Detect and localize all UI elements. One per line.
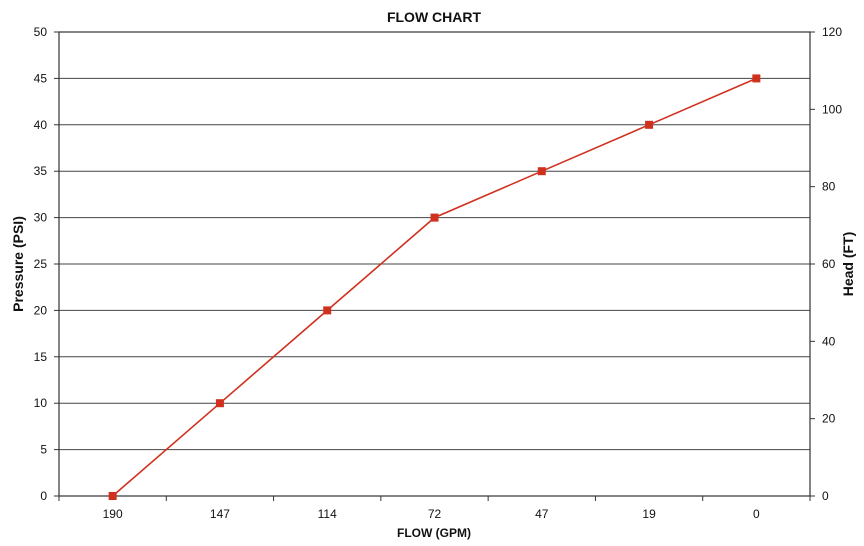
data-point [108,492,117,500]
data-point [215,399,224,408]
x-axis: 190 147 114 72 47 19 0 [58,496,811,521]
y2-tick-label: 80 [822,180,836,194]
left-y-axis: 0 5 10 15 20 25 30 35 40 45 50 [34,25,59,503]
x-tick-label: 147 [210,507,230,521]
x-tick-label: 114 [318,507,337,521]
data-point [645,120,654,129]
data-point [537,167,546,176]
y-tick-label: 10 [34,396,48,410]
y2-tick-label: 40 [822,334,836,348]
x-tick-label: 190 [103,507,123,521]
chart-title: FLOW CHART [387,9,482,25]
y2-tick-label: 60 [822,257,836,271]
series-layer [108,74,761,500]
x-tick-label: 72 [428,507,442,521]
x-tick-label: 0 [753,507,760,521]
x-axis-title: FLOW (GPM) [397,526,471,540]
y2-tick-label: 120 [822,25,842,39]
y2-tick-label: 0 [822,489,829,503]
y-tick-label: 25 [34,257,48,271]
x-tick-label: 19 [642,507,656,521]
y-tick-label: 50 [34,25,48,39]
gridlines [59,77,810,451]
y2-tick-label: 20 [822,412,836,426]
data-point [752,74,761,83]
x-tick-label: 47 [535,507,549,521]
y-tick-label: 30 [34,211,48,225]
right-y-axis: 0 20 40 60 80 100 120 [810,25,842,503]
y-tick-label: 15 [34,350,48,364]
y-tick-label: 0 [40,489,47,503]
y-tick-label: 20 [34,303,48,317]
data-point [323,306,332,315]
data-point [430,213,439,222]
y2-tick-label: 100 [822,102,842,116]
series-line [112,77,757,497]
y-axis-title: Pressure (PSI) [10,216,26,312]
y2-axis-title: Head (FT) [840,232,856,297]
y-tick-label: 45 [34,71,48,85]
y-tick-label: 5 [40,443,47,457]
y-tick-label: 40 [34,118,48,132]
y-tick-label: 35 [34,164,48,178]
